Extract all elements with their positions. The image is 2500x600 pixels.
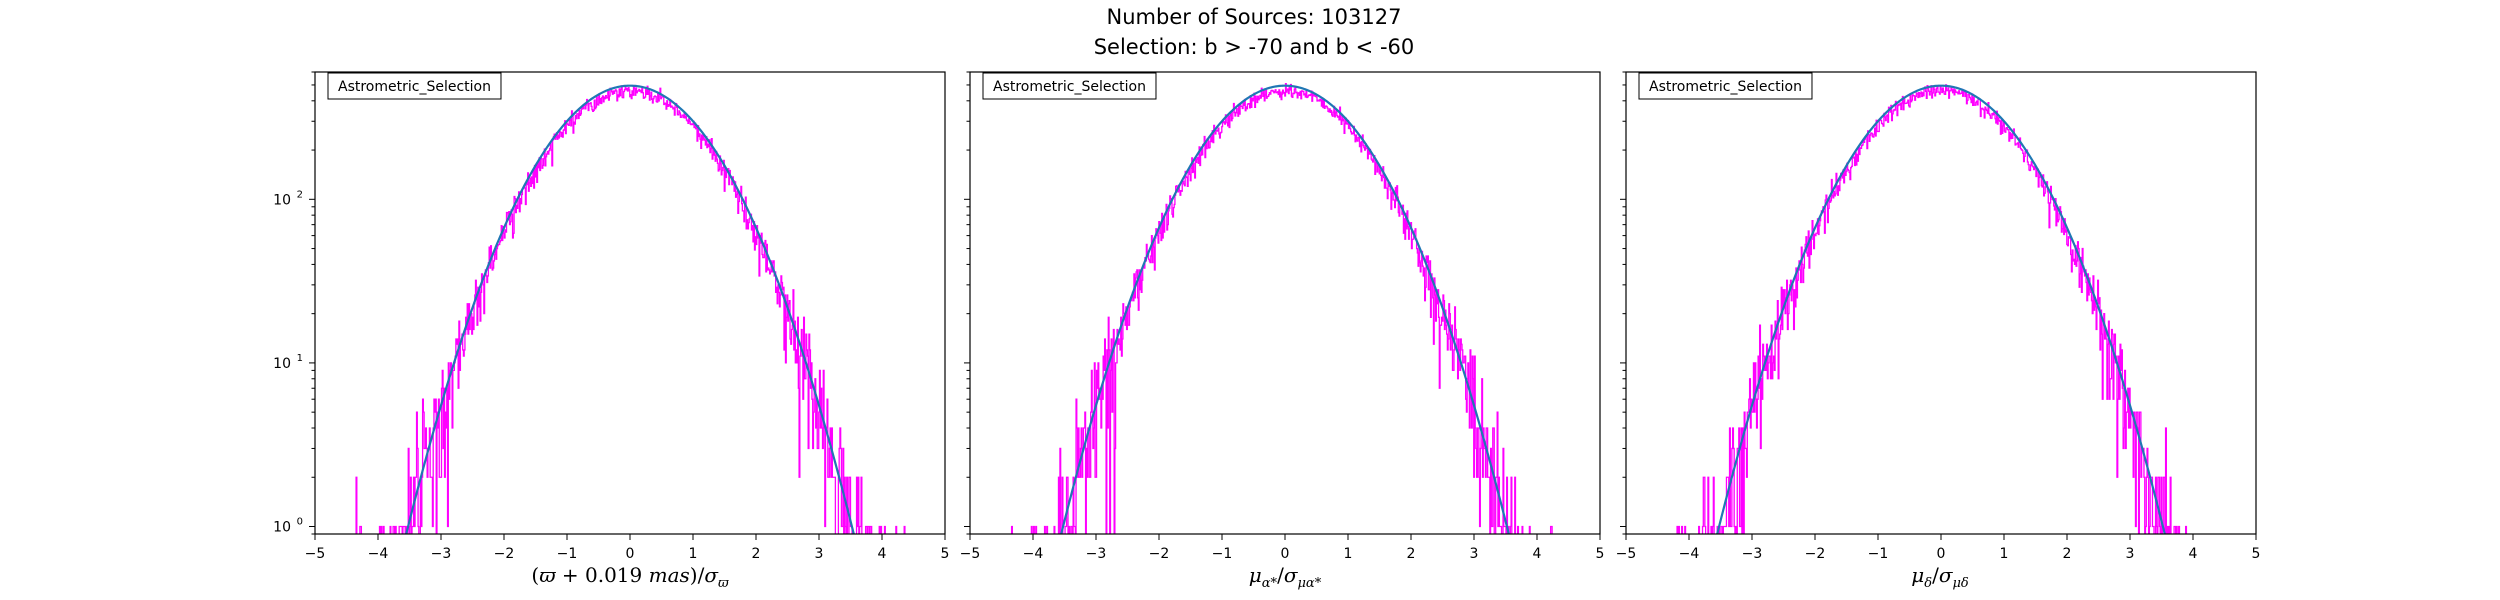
- x-tick-label: 5: [941, 546, 950, 562]
- x-tick-label: −4: [1023, 546, 1044, 562]
- histogram-series: [355, 85, 906, 534]
- x-tick-label: −3: [431, 546, 452, 562]
- plot-area-3: [1676, 84, 2188, 534]
- figure-title-line2: Selection: b > -70 and b < -60: [1094, 35, 1415, 59]
- x-tick-label: −4: [1679, 546, 1700, 562]
- x-tick-label: −2: [1149, 546, 1170, 562]
- x-tick-label: 0: [626, 546, 635, 562]
- x-tick-label: 2: [2063, 546, 2072, 562]
- x-tick-label: 3: [1470, 546, 1479, 562]
- x-tick-label: 3: [2126, 546, 2135, 562]
- x-tick-label: 4: [2189, 546, 2198, 562]
- legend-box: [982, 72, 1157, 100]
- y-tick-exponent: 1: [297, 353, 303, 364]
- legend-label: Astrometric_Selection: [338, 79, 491, 95]
- x-tick-label: 0: [1937, 546, 1946, 562]
- xlabel-panel-2: μα*/σμα*: [1249, 563, 1322, 591]
- x-tick-label: −5: [1616, 546, 1637, 562]
- x-tick-label: 2: [1407, 546, 1416, 562]
- plot-area-2: [1010, 83, 1553, 534]
- x-tick-label: 4: [1533, 546, 1542, 562]
- plot-area-1: [355, 84, 906, 534]
- y-tick-label: 10: [273, 520, 291, 536]
- gaussian-fit-line: [1060, 84, 1510, 534]
- x-tick-label: 0: [1281, 546, 1290, 562]
- y-tick-exponent: 2: [297, 189, 303, 200]
- x-tick-label: 3: [815, 546, 824, 562]
- legend-label: Astrometric_Selection: [1649, 79, 1802, 95]
- gaussian-fit-line: [1716, 84, 2166, 534]
- xlabel-panel-1: (ϖ + 0.019 mas)/σϖ: [531, 563, 729, 591]
- x-tick-label: −2: [494, 546, 515, 562]
- x-tick-label: −1: [1868, 546, 1889, 562]
- x-tick-label: −2: [1805, 546, 1826, 562]
- x-tick-label: 1: [689, 546, 698, 562]
- histogram-series: [1676, 84, 2188, 534]
- histogram-series: [1010, 83, 1553, 534]
- x-tick-label: −5: [960, 546, 981, 562]
- x-tick-label: −4: [368, 546, 389, 562]
- x-tick-label: −5: [305, 546, 326, 562]
- panel-3: −5 −4 −3 −2 −1 0 1 2 3 4 5 Astrometric_Selection: [1616, 71, 2261, 562]
- x-tick-label: 5: [1596, 546, 1605, 562]
- panel-1: −5 −4 −3 −2 −1 0 1 2 3 4 5 10 0 10 1 10 2 Astrometric_Sel…: [273, 71, 950, 562]
- x-tick-label: 1: [1344, 546, 1353, 562]
- legend-label: Astrometric_Selection: [993, 79, 1146, 95]
- axes-frame: [1625, 71, 2257, 535]
- gaussian-fit-line: [405, 84, 855, 534]
- figure-title-line1: Number of Sources: 103127: [1107, 5, 1402, 29]
- x-tick-label: −1: [1212, 546, 1233, 562]
- y-tick-label: 10: [273, 356, 291, 372]
- legend-box: [1638, 72, 1813, 100]
- x-tick-label: 5: [2252, 546, 2261, 562]
- panel-2: −5 −4 −3 −2 −1 0 1 2 3 4 5 Astrometric_Selection: [960, 71, 1605, 562]
- x-tick-label: −1: [557, 546, 578, 562]
- legend-box: [327, 72, 502, 100]
- x-tick-label: 1: [2000, 546, 2009, 562]
- x-tick-label: −3: [1086, 546, 1107, 562]
- xlabel-panel-3: μδ/σμδ: [1911, 563, 1969, 591]
- axes-frame: [969, 71, 1601, 535]
- y-tick-label: 10: [273, 192, 291, 208]
- x-tick-label: −3: [1742, 546, 1763, 562]
- x-tick-label: 4: [878, 546, 887, 562]
- x-tick-label: 2: [752, 546, 761, 562]
- y-tick-exponent: 0: [297, 517, 303, 528]
